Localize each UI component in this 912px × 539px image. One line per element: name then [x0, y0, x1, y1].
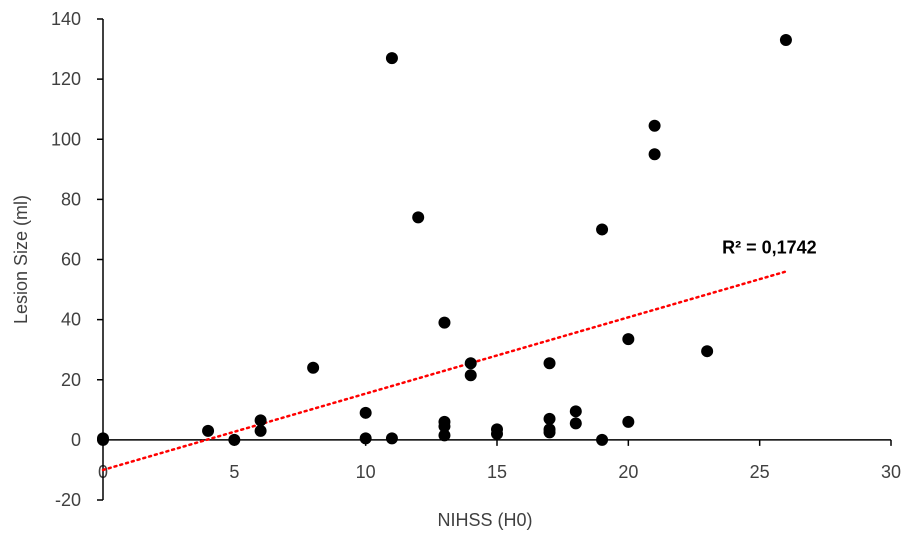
data-point — [622, 333, 635, 346]
x-axis-title: NIHSS (H0) — [437, 510, 532, 530]
data-point — [543, 357, 556, 370]
data-point — [97, 433, 109, 446]
x-tick-label: 15 — [487, 462, 507, 482]
x-tick-label: 5 — [229, 462, 239, 482]
x-axis-ticks — [102, 439, 892, 446]
y-tick-label: 140 — [51, 9, 81, 29]
y-tick-label: 80 — [61, 189, 81, 209]
data-point — [412, 211, 425, 224]
x-tick-label: 30 — [881, 462, 901, 482]
data-point — [779, 34, 792, 47]
x-tick-label: 20 — [618, 462, 638, 482]
data-point — [543, 426, 556, 439]
data-point — [569, 405, 582, 418]
data-point — [543, 412, 556, 425]
data-point — [701, 345, 714, 358]
x-tick-label: 10 — [356, 462, 376, 482]
data-point — [307, 361, 320, 374]
data-point — [385, 432, 398, 445]
data-point — [385, 52, 398, 65]
y-tick-label: 100 — [51, 129, 81, 149]
y-tick-label: 60 — [61, 250, 81, 270]
data-point — [254, 414, 267, 427]
data-point — [648, 148, 661, 161]
y-tick-labels: -20 0 20 40 60 80 100 120 140 — [51, 9, 81, 510]
x-tick-label: 25 — [750, 462, 770, 482]
data-point — [359, 406, 372, 419]
r-squared-annotation: R² = 0,1742 — [722, 237, 817, 257]
data-point — [438, 316, 451, 329]
data-point — [622, 415, 635, 428]
data-point — [228, 433, 241, 446]
y-axis-ticks — [97, 18, 103, 501]
data-point — [596, 223, 609, 236]
data-point — [491, 427, 503, 440]
data-point — [438, 420, 451, 433]
data-point — [202, 424, 215, 437]
data-point — [464, 369, 477, 382]
data-point — [648, 119, 661, 132]
data-points — [97, 34, 792, 446]
data-point — [254, 424, 267, 437]
y-tick-label: 40 — [61, 310, 81, 330]
trendline — [101, 270, 788, 472]
data-point — [464, 357, 477, 370]
y-tick-label: 20 — [61, 370, 81, 390]
y-tick-label: 120 — [51, 69, 81, 89]
y-tick-label: 0 — [71, 430, 81, 450]
data-point — [596, 433, 609, 446]
y-axis-title: Lesion Size (ml) — [11, 195, 31, 324]
y-tick-label: -20 — [55, 490, 81, 510]
data-point — [569, 417, 582, 430]
data-point — [438, 429, 451, 442]
data-point — [359, 432, 372, 445]
